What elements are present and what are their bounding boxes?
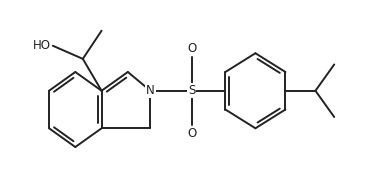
Text: HO: HO <box>33 39 51 52</box>
Text: S: S <box>188 84 195 97</box>
Text: N: N <box>146 84 155 97</box>
Text: O: O <box>187 42 196 55</box>
Text: O: O <box>187 127 196 140</box>
